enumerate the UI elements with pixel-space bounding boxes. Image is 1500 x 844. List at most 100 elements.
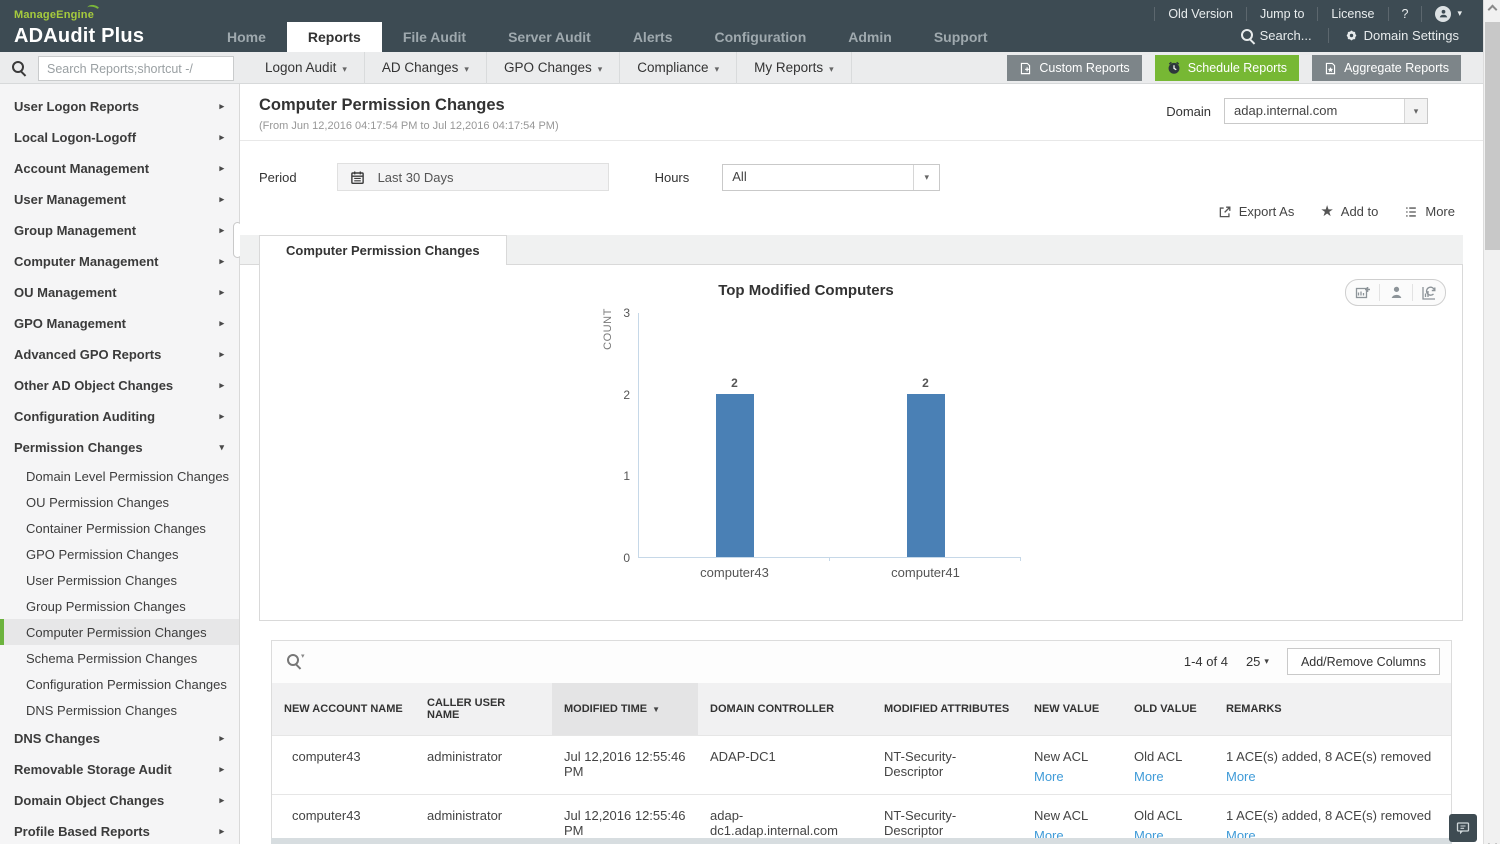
scroll-down-icon[interactable] <box>1487 839 1497 844</box>
sidebar-item[interactable]: User Logon Reports ▸ <box>0 91 239 122</box>
new-value-more-link[interactable]: More <box>1034 768 1064 784</box>
reports-sidebar: User Logon Reports ▸ Local Logon-Logoff … <box>0 84 240 844</box>
table-search-button[interactable]: ▾ <box>287 653 305 667</box>
column-header[interactable]: CALLER USER NAME <box>415 683 552 735</box>
column-header[interactable]: OLD VALUE <box>1122 683 1214 735</box>
sidebar-item[interactable]: Account Management ▸ <box>0 153 239 184</box>
tab-computer-permission-changes[interactable]: Computer Permission Changes <box>259 235 507 265</box>
period-value: Last 30 Days <box>377 169 454 185</box>
sidebar-item-label: OU Management <box>14 285 117 300</box>
cell-modified-time: Jul 12,2016 12:55:46 PM <box>552 734 698 794</box>
sidebar-item[interactable]: Group Management ▸ <box>0 215 239 246</box>
utility-link[interactable]: License <box>1317 6 1387 21</box>
cell-modified-time: Jul 12,2016 12:55:46 PM <box>552 793 698 844</box>
chart-tools <box>1345 279 1446 306</box>
nav-tab[interactable]: Admin <box>848 29 892 45</box>
sidebar-item[interactable]: Profile Based Reports ▸ <box>0 816 239 844</box>
sidebar-item[interactable]: GPO Management ▸ <box>0 308 239 339</box>
feedback-button[interactable] <box>1449 814 1477 842</box>
report-menu[interactable]: Logon Audit ▾ <box>248 52 365 84</box>
bar <box>906 394 945 557</box>
chevron-down-icon: ▾ <box>714 64 720 74</box>
domain-select[interactable]: adap.internal.com ▾ <box>1224 98 1428 124</box>
sidebar-item[interactable]: Computer Permission Changes <box>0 619 239 645</box>
report-menu[interactable]: My Reports ▾ <box>737 52 852 84</box>
aggregate-reports-button[interactable]: Aggregate Reports <box>1312 55 1461 81</box>
sidebar-item[interactable]: Configuration Auditing ▸ <box>0 401 239 432</box>
sidebar-item[interactable]: Container Permission Changes <box>0 515 239 541</box>
old-value-more-link[interactable]: More <box>1134 768 1164 784</box>
report-search-input[interactable] <box>38 56 234 81</box>
sidebar-item[interactable]: Group Permission Changes <box>0 593 239 619</box>
scrollbar-thumb[interactable] <box>1485 22 1500 250</box>
nav-tab[interactable]: Support <box>933 29 988 45</box>
sidebar-item-label: Profile Based Reports <box>14 824 150 839</box>
remarks-more-link[interactable]: More <box>1226 768 1256 784</box>
sidebar-item[interactable]: Schema Permission Changes <box>0 645 239 671</box>
column-header[interactable]: NEW VALUE <box>1022 683 1122 735</box>
nav-tab[interactable]: Alerts <box>632 29 673 45</box>
sidebar-item[interactable]: Domain Object Changes ▸ <box>0 785 239 816</box>
sidebar-item-label: User Management <box>14 192 126 207</box>
cell-old-value: Old ACL More <box>1122 734 1214 794</box>
utility-link[interactable]: Old Version <box>1154 6 1246 21</box>
sidebar-item[interactable]: Local Logon-Logoff ▸ <box>0 122 239 153</box>
sidebar-item[interactable]: User Permission Changes <box>0 567 239 593</box>
report-menu[interactable]: GPO Changes ▾ <box>487 52 621 84</box>
domain-settings-button[interactable]: Domain Settings <box>1327 27 1475 43</box>
sidebar-item[interactable]: Other AD Object Changes ▸ <box>0 370 239 401</box>
chevron-down-icon: ▾ <box>342 64 347 74</box>
sidebar-item[interactable]: DNS Permission Changes <box>0 697 239 723</box>
chart-refresh-icon[interactable] <box>1412 284 1445 301</box>
report-plus-icon <box>1021 62 1031 74</box>
user-icon <box>1439 9 1448 18</box>
vertical-scrollbar[interactable] <box>1483 0 1500 844</box>
column-header[interactable]: MODIFIED TIME ▼ <box>552 683 698 735</box>
nav-tab[interactable]: Configuration <box>714 29 807 45</box>
page-size-select[interactable]: 25 ▾ <box>1245 654 1269 669</box>
sidebar-item[interactable]: Configuration Permission Changes <box>0 671 239 697</box>
sidebar-item[interactable]: GPO Permission Changes <box>0 541 239 567</box>
hours-select[interactable]: All ▾ <box>722 163 941 191</box>
sidebar-item[interactable]: Domain Level Permission Changes <box>0 463 239 489</box>
nav-tab[interactable]: Reports <box>286 22 382 52</box>
table-horizontal-scrollbar[interactable] <box>271 838 1452 844</box>
sidebar-item[interactable]: Permission Changes ▾ <box>0 432 239 463</box>
navbar-right-actions: Search... Domain Settings <box>1225 23 1475 47</box>
schedule-reports-button[interactable]: Schedule Reports <box>1154 55 1300 81</box>
chart-type-add-icon[interactable] <box>1346 284 1379 301</box>
sidebar-item[interactable]: Computer Management ▸ <box>0 246 239 277</box>
sidebar-item[interactable]: DNS Changes ▸ <box>0 723 239 754</box>
help-button[interactable]: ? <box>1387 6 1422 21</box>
column-header[interactable]: MODIFIED ATTRIBUTES <box>872 683 1022 735</box>
column-header[interactable]: NEW ACCOUNT NAME <box>272 683 415 735</box>
sidebar-item[interactable]: User Management ▸ <box>0 184 239 215</box>
column-header[interactable]: REMARKS <box>1214 683 1451 735</box>
sidebar-item[interactable]: OU Permission Changes <box>0 489 239 515</box>
sidebar-item[interactable]: Advanced GPO Reports ▸ <box>0 339 239 370</box>
more-actions-button[interactable]: More <box>1404 204 1455 219</box>
sidebar-item-label: Permission Changes <box>14 440 143 455</box>
global-search-button[interactable]: Search... <box>1225 28 1328 43</box>
custom-reports-button[interactable]: Custom Reports <box>1007 55 1142 81</box>
export-as-button[interactable]: Export As <box>1218 204 1294 219</box>
report-menu[interactable]: AD Changes ▾ <box>365 52 487 84</box>
scroll-up-icon[interactable] <box>1487 4 1497 15</box>
user-menu[interactable]: ▾ <box>1421 5 1475 22</box>
add-to-button[interactable]: ★ Add to <box>1320 203 1379 220</box>
nav-tab[interactable]: Home <box>227 29 266 45</box>
bar-group: 2 computer43 <box>639 313 830 580</box>
utility-link[interactable]: Jump to <box>1245 6 1317 21</box>
sidebar-item[interactable]: Removable Storage Audit ▸ <box>0 754 239 785</box>
chart-user-icon[interactable] <box>1379 284 1412 301</box>
cell-domain-controller: adap-dc1.adap.internal.com <box>698 793 872 844</box>
report-menu[interactable]: Compliance ▾ <box>620 52 738 84</box>
sidebar-item[interactable]: OU Management ▸ <box>0 277 239 308</box>
expand-arrow-icon: ▾ <box>219 442 224 452</box>
nav-tab[interactable]: File Audit <box>402 29 467 45</box>
nav-tab[interactable]: Server Audit <box>508 29 591 45</box>
column-header[interactable]: DOMAIN CONTROLLER <box>698 683 872 735</box>
period-picker[interactable]: Last 30 Days <box>336 163 609 191</box>
add-remove-columns-button[interactable]: Add/Remove Columns <box>1286 648 1440 675</box>
